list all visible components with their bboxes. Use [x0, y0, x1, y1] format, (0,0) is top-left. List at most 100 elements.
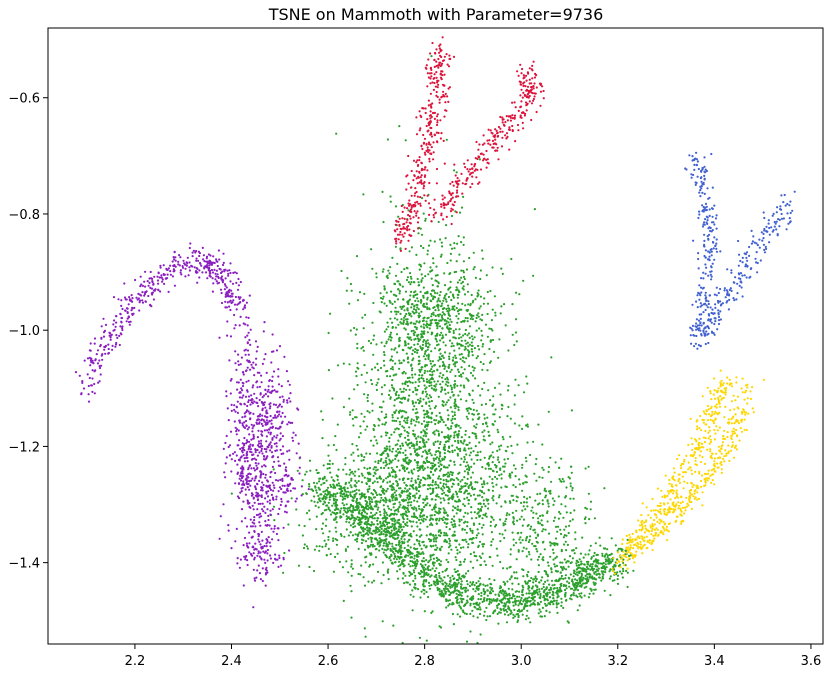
scatter-point [331, 462, 334, 465]
scatter-point [523, 495, 526, 499]
scatter-point [441, 591, 444, 594]
scatter-point [477, 293, 480, 296]
scatter-point [396, 508, 400, 511]
scatter-point [305, 492, 308, 496]
scatter-point [466, 378, 469, 381]
scatter-point [408, 250, 411, 253]
scatter-point [367, 523, 370, 526]
scatter-point [408, 446, 411, 449]
scatter-point [421, 583, 425, 586]
scatter-point [585, 507, 589, 510]
scatter-point [451, 482, 455, 485]
scatter-point [349, 524, 352, 527]
scatter-point [541, 558, 544, 561]
scatter-point [607, 562, 610, 565]
scatter-point [439, 460, 442, 463]
scatter-point [395, 465, 399, 468]
scatter-point [458, 524, 461, 527]
scatter-point [439, 478, 442, 481]
scatter-point [437, 432, 441, 435]
scatter-point [345, 560, 348, 563]
scatter-point [464, 429, 467, 433]
scatter-point [404, 487, 407, 490]
scatter-point [554, 569, 558, 573]
scatter-point [429, 322, 432, 325]
scatter-point [304, 473, 307, 476]
scatter-point [425, 378, 429, 381]
scatter-point [466, 521, 469, 524]
scatter-point [498, 461, 501, 464]
scatter-point [383, 423, 386, 426]
scatter-point [369, 536, 372, 539]
scatter-point [375, 383, 378, 387]
scatter-point [336, 475, 339, 478]
scatter-point [433, 433, 436, 436]
scatter-point [439, 352, 442, 355]
scatter-point [481, 422, 485, 426]
scatter-point [533, 208, 537, 211]
scatter-point [437, 461, 440, 464]
scatter-point [423, 571, 426, 574]
scatter-point [585, 568, 588, 571]
scatter-point [564, 577, 567, 580]
scatter-point [373, 513, 377, 516]
scatter-point [422, 568, 425, 571]
scatter-point [332, 539, 335, 543]
scatter-point [491, 441, 494, 444]
scatter-point [580, 592, 583, 595]
scatter-point [344, 510, 347, 513]
scatter-point [383, 492, 386, 495]
scatter-point [483, 429, 486, 432]
scatter-point [471, 418, 474, 421]
scatter-point [308, 459, 312, 462]
scatter-point [423, 467, 426, 470]
scatter-point [449, 286, 452, 289]
scatter-point [452, 623, 455, 626]
scatter-point [458, 279, 461, 282]
scatter-point [534, 580, 538, 583]
scatter-point [457, 293, 460, 296]
scatter-point [398, 282, 401, 285]
scatter-point [434, 537, 437, 541]
scatter-point [582, 567, 585, 571]
scatter-point [484, 467, 487, 470]
scatter-point [532, 529, 535, 532]
scatter-point [466, 468, 469, 471]
scatter-point [454, 362, 457, 365]
scatter-point [370, 511, 373, 514]
scatter-point [379, 513, 382, 517]
scatter-point [410, 246, 413, 249]
scatter-point [470, 447, 473, 450]
scatter-point [546, 579, 549, 582]
scatter-point [419, 494, 422, 497]
scatter-point [500, 407, 504, 410]
scatter-point [468, 394, 471, 397]
scatter-point [399, 563, 402, 566]
scatter-point [529, 535, 532, 538]
scatter-point [509, 609, 512, 613]
scatter-point [475, 316, 478, 320]
scatter-point [446, 518, 449, 521]
scatter-points [74, 36, 796, 645]
scatter-point [438, 562, 441, 565]
scatter-point [444, 403, 447, 406]
scatter-point [430, 368, 433, 371]
scatter-point [439, 339, 442, 342]
scatter-point [326, 467, 329, 470]
scatter-point [410, 321, 413, 324]
scatter-point [471, 398, 474, 401]
scatter-point [510, 576, 513, 579]
scatter-point [466, 320, 469, 323]
scatter-point [390, 290, 393, 293]
scatter-point [463, 521, 466, 524]
scatter-point [512, 538, 515, 541]
scatter-point [498, 338, 501, 341]
scatter-point [456, 321, 459, 324]
scatter-point [558, 586, 562, 589]
scatter-point [534, 575, 537, 578]
scatter-point [460, 601, 464, 604]
scatter-point [543, 599, 546, 602]
scatter-point [408, 495, 412, 498]
scatter-point [385, 291, 388, 294]
scatter-point [380, 531, 383, 534]
